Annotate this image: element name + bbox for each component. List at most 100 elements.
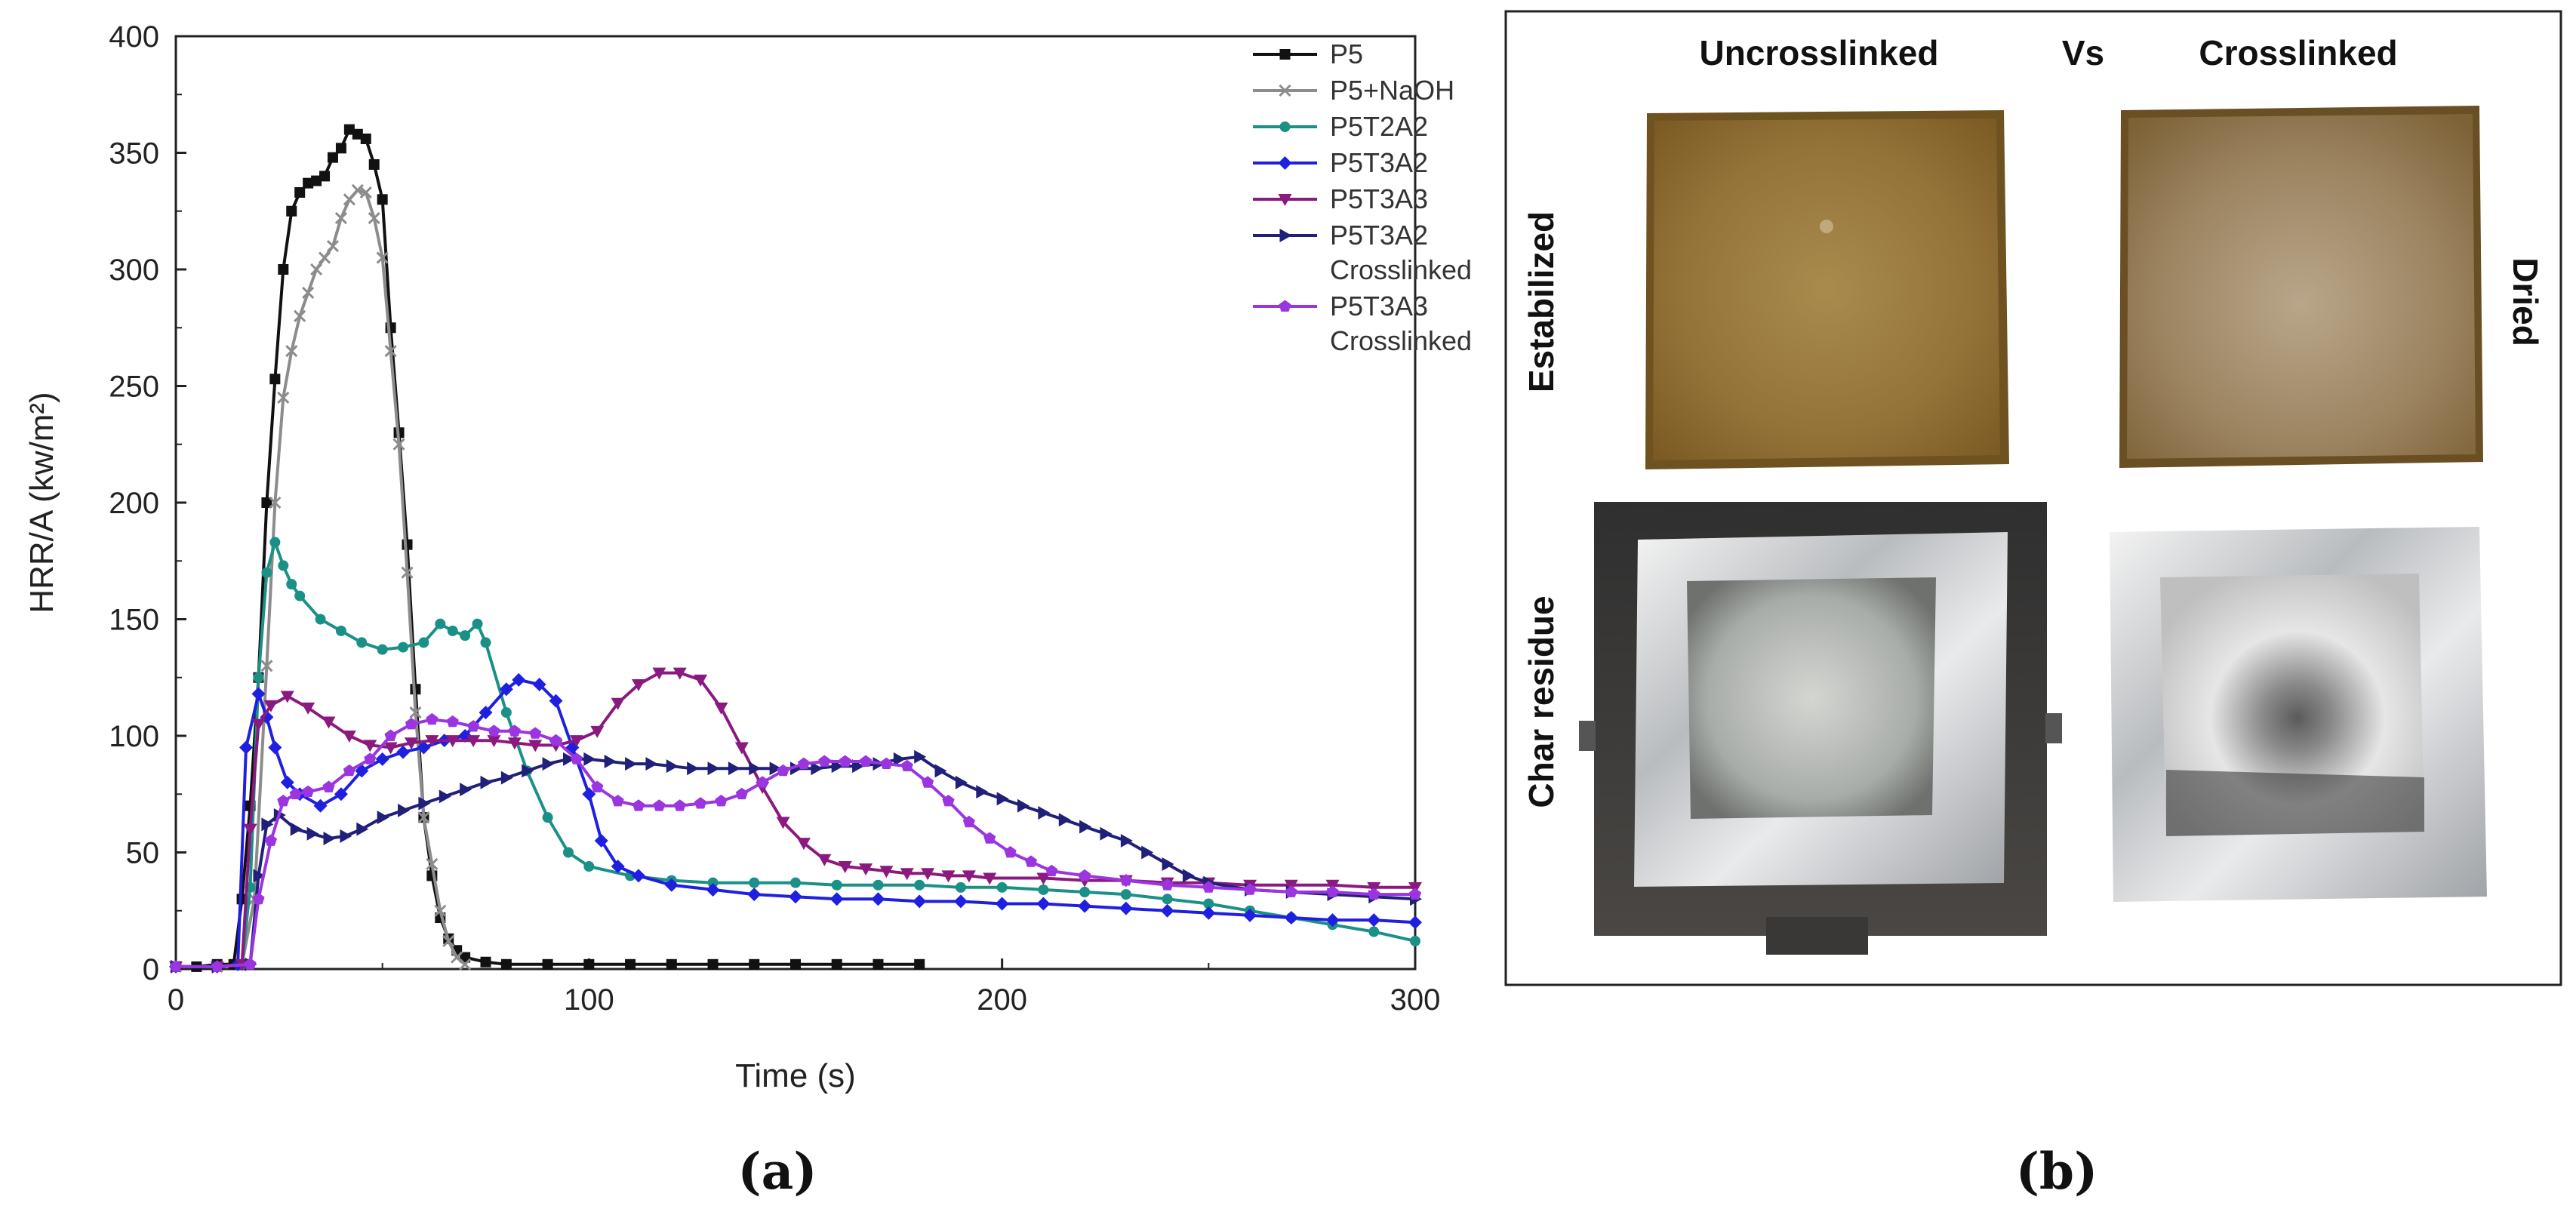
p5t2a2-point	[398, 641, 409, 653]
p5t3a2-point	[1243, 908, 1257, 922]
legend-p5t3a2-point	[1278, 156, 1292, 170]
p5t3a3-point	[263, 700, 278, 712]
p5-naoh-point	[392, 438, 405, 451]
p5t3a2-point	[532, 678, 546, 692]
p5t3a3-point	[632, 679, 646, 692]
p5t3a3-crosslinked-point	[818, 755, 831, 767]
p5t3a2-crosslinked-point	[1162, 857, 1174, 871]
p5t2a2-point	[1368, 926, 1380, 937]
p5t3a2-point	[313, 798, 328, 813]
p5-naoh-point	[277, 391, 290, 405]
p5t2a2-point	[269, 537, 281, 548]
p5-point	[377, 194, 388, 205]
series-p5t3a3-crosslinked	[169, 712, 1422, 972]
series-p5t2a2	[171, 537, 1420, 972]
p5t2a2-point	[1410, 935, 1420, 946]
p5t3a2-crosslinked-point	[769, 761, 782, 776]
p5t2a2-point	[542, 812, 553, 823]
p5-point	[286, 205, 297, 217]
p5t3a3-crosslinked-point	[322, 780, 335, 792]
p5t2a2-point	[831, 879, 842, 891]
series-line-p5	[176, 128, 920, 968]
p5t3a3-point	[342, 731, 356, 743]
p5t2a2-point	[356, 637, 368, 648]
p5t3a2-point	[913, 894, 927, 909]
char-residue-crosslinked	[2110, 527, 2487, 902]
legend-item-p5t3a3-crosslinked: P5T3A3 Crosslinked	[1253, 291, 1472, 356]
p5t3a3-point	[425, 735, 439, 748]
p5t3a3-point	[590, 725, 605, 738]
p5t3a3-crosslinked-point	[264, 834, 277, 846]
legend-p5t3a3-point	[1278, 194, 1292, 206]
p5t3a3-point	[528, 740, 543, 752]
p5t3a3-crosslinked-point	[343, 764, 355, 777]
series-layer	[169, 124, 1422, 974]
series-p5t3a2	[169, 672, 1422, 974]
p5-point	[625, 958, 636, 970]
p5t3a3-point	[817, 854, 832, 866]
p5t3a2-crosslinked-point	[955, 775, 968, 789]
p5t3a3-crosslinked-point	[488, 725, 500, 737]
p5t3a3-point	[796, 838, 811, 851]
p5t3a2-crosslinked-point	[583, 752, 596, 766]
p5t3a3-point	[734, 742, 749, 755]
row-label-estabilized: Estabilized	[1522, 211, 1561, 392]
p5t3a3-point	[243, 823, 257, 836]
p5t3a2-point	[479, 706, 493, 720]
p5t3a3-crosslinked-point	[962, 815, 975, 828]
y-tick-label: 350	[109, 137, 159, 171]
x-tick-label: 0	[168, 983, 184, 1017]
p5t3a2-crosslinked-point	[398, 803, 411, 817]
x-axis-ticks: 0 100 200 300	[168, 958, 1440, 1017]
p5-naoh-point	[351, 183, 364, 197]
p5-point	[460, 952, 471, 963]
x-tick-label: 200	[977, 983, 1027, 1017]
p5t3a2-point	[871, 892, 885, 906]
p5t3a2-crosslinked-point	[1120, 834, 1133, 848]
p5t3a2-point	[549, 694, 563, 708]
p5t3a2-crosslinked-point	[934, 764, 947, 778]
p5t3a2-point	[251, 687, 266, 701]
legend-p5-naoh-point	[1279, 84, 1291, 97]
p5t2a2-point	[996, 881, 1008, 893]
panel-a-caption: (a)	[737, 1142, 817, 1201]
p5-point	[542, 958, 553, 970]
y-tick-label: 300	[109, 254, 159, 287]
p5t3a3-crosslinked-point	[252, 892, 265, 905]
p5t3a2-point	[375, 752, 389, 766]
p5-point	[831, 958, 842, 970]
p5t3a3-crosslinked-point	[277, 795, 290, 807]
p5t3a2-crosslinked-point	[261, 817, 274, 832]
p5t2a2-point	[749, 877, 760, 888]
p5t3a3-point	[383, 742, 398, 755]
p5t3a3-crosslinked-point	[694, 797, 707, 809]
p5t3a2-point	[789, 890, 802, 904]
p5t2a2-point	[315, 614, 326, 625]
p5t3a3-point	[1036, 872, 1051, 885]
p5t3a3-point	[280, 691, 294, 703]
p5t3a3-crosslinked-point	[364, 752, 377, 765]
p5-point	[269, 374, 281, 385]
p5t3a3-point	[838, 861, 852, 874]
p5t3a2-crosslinked-point	[480, 775, 493, 789]
p5-naoh-point	[401, 566, 414, 579]
p5t3a2-crosslinked-point	[687, 761, 700, 776]
y-axis-title: HRR/A (kw/m²)	[23, 392, 60, 613]
p5t3a2-crosslinked-point	[377, 811, 389, 825]
legend-item-p5-naoh: P5+NaOH	[1253, 75, 1454, 106]
p5t3a2-crosslinked-point	[356, 822, 369, 836]
p5-point	[360, 133, 371, 144]
p5t3a3-point	[879, 866, 894, 878]
p5t3a3-point	[404, 737, 418, 750]
sample-dried-crosslinked	[2119, 106, 2483, 468]
p5t3a3-crosslinked-point	[1045, 864, 1058, 877]
p5t2a2-point	[377, 644, 388, 655]
p5t3a2-crosslinked-point	[625, 757, 638, 771]
p5t3a3-point	[983, 872, 997, 885]
p5-point	[261, 497, 272, 508]
p5t2a2-point	[583, 861, 595, 872]
p5t3a3-crosslinked-point	[1368, 888, 1380, 900]
p5-naoh-point	[359, 186, 372, 199]
p5t2a2-point	[418, 637, 429, 648]
p5-naoh-point	[310, 263, 323, 276]
